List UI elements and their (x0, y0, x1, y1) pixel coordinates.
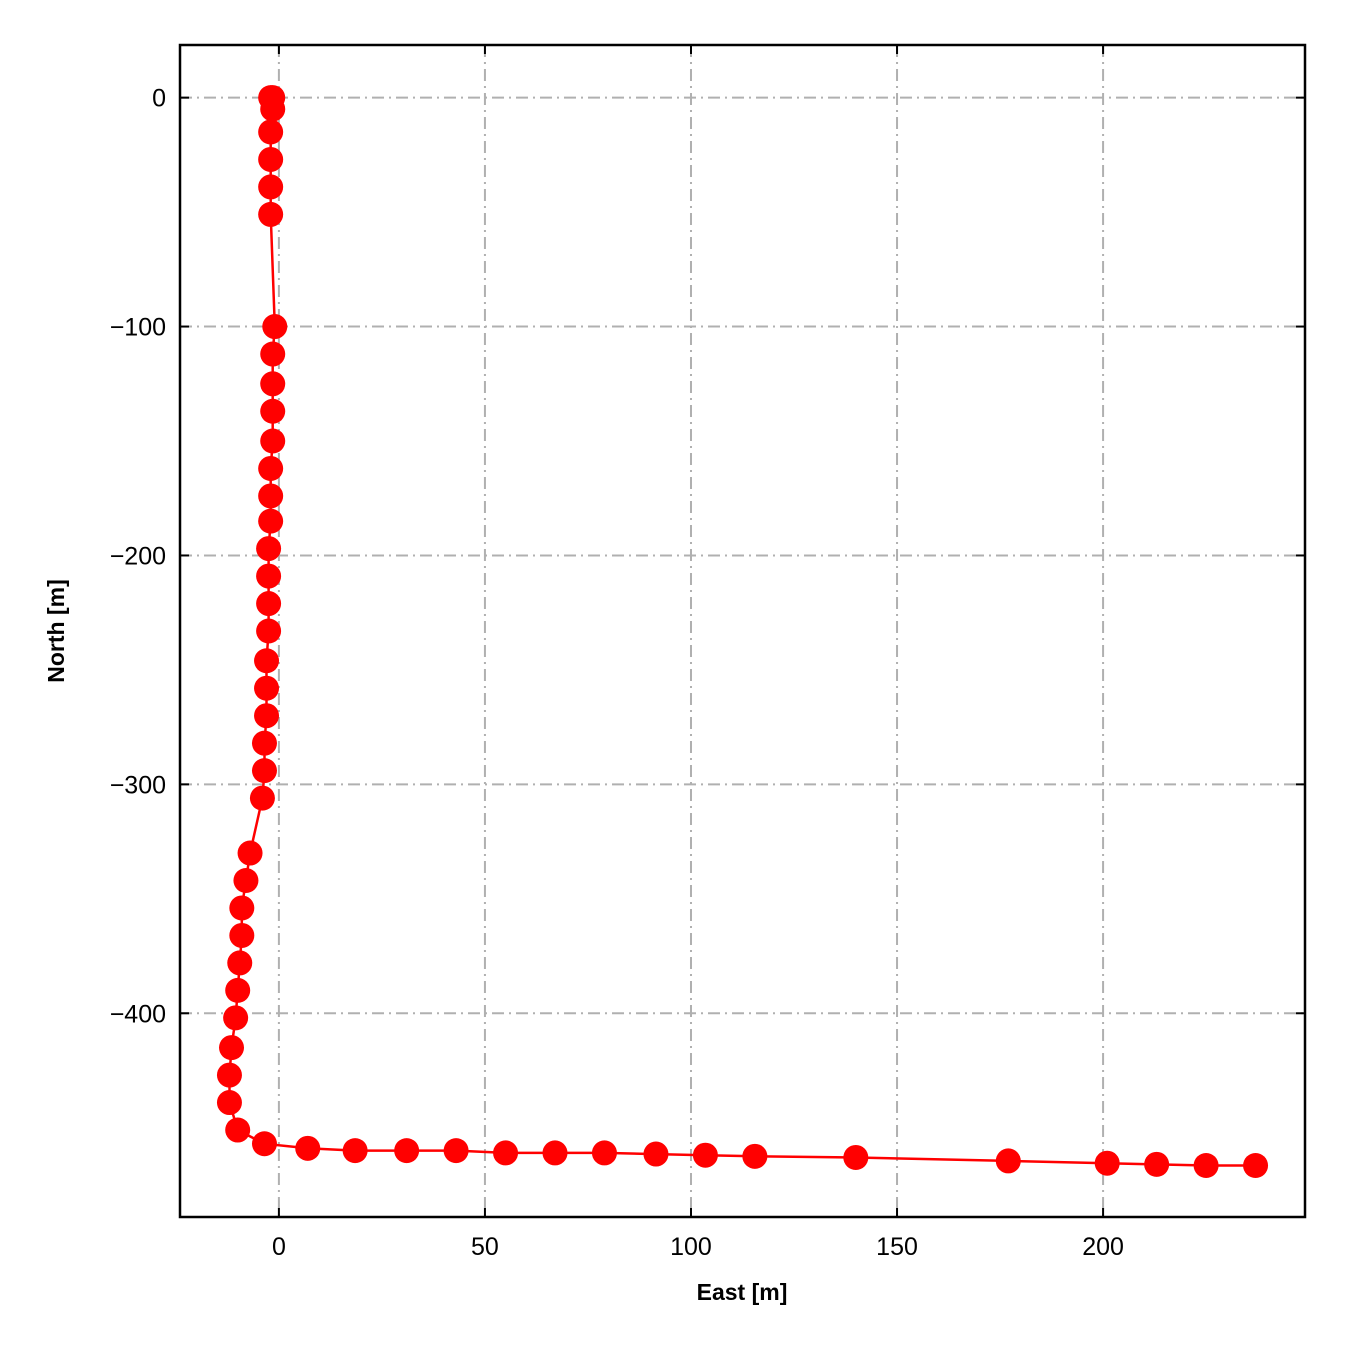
data-point (342, 1138, 368, 1164)
ticks: 0 50 100 150 200 0 −100 −200 −300 −400 (110, 45, 1305, 1261)
x-tick-label: 150 (876, 1233, 918, 1261)
data-point (742, 1143, 768, 1169)
data-point (256, 591, 282, 617)
data-point (1243, 1152, 1269, 1178)
data-point (256, 563, 282, 589)
data-point (216, 1090, 242, 1116)
series-line (228, 96, 1256, 1167)
y-tick-label: −300 (110, 771, 166, 799)
data-point (843, 1144, 869, 1170)
data-point (542, 1140, 568, 1166)
data-point (216, 1062, 242, 1088)
data-point (237, 840, 263, 866)
data-point (692, 1142, 718, 1168)
x-tick-label: 0 (272, 1233, 286, 1261)
y-tick-label: −400 (110, 1000, 166, 1028)
data-point (229, 895, 255, 921)
data-point (258, 455, 284, 481)
data-point (233, 868, 259, 894)
data-point (443, 1138, 469, 1164)
data-point (254, 675, 280, 701)
data-point (256, 536, 282, 562)
data-point (260, 371, 286, 397)
x-tick-label: 50 (471, 1233, 499, 1261)
data-point (251, 1131, 277, 1157)
series-layer (216, 85, 1269, 1178)
y-tick-label: −200 (110, 542, 166, 570)
data-point (260, 96, 286, 122)
data-point (227, 950, 253, 976)
data-point (254, 648, 280, 674)
data-point (225, 977, 251, 1003)
data-point (260, 341, 286, 367)
plot-frame (178, 43, 1307, 1219)
data-point (229, 922, 255, 948)
data-point (1193, 1152, 1219, 1178)
y-axis-label: North [m] (43, 579, 69, 682)
data-point (225, 1117, 251, 1143)
data-point (219, 1035, 245, 1061)
data-point (258, 508, 284, 534)
data-point (493, 1140, 519, 1166)
data-point (1144, 1151, 1170, 1177)
data-point (591, 1140, 617, 1166)
data-point (260, 398, 286, 424)
data-point (249, 785, 275, 811)
data-point (256, 618, 282, 644)
data-point (995, 1148, 1021, 1174)
data-point (262, 314, 288, 340)
data-point (643, 1141, 669, 1167)
data-point (295, 1135, 321, 1161)
data-point (258, 174, 284, 200)
y-tick-label: −100 (110, 314, 166, 342)
data-point (260, 428, 286, 454)
data-point (251, 758, 277, 784)
data-point (258, 483, 284, 509)
x-tick-label: 100 (670, 1233, 712, 1261)
data-point (254, 703, 280, 729)
data-point (1094, 1150, 1120, 1176)
data-point (258, 201, 284, 227)
data-point (258, 146, 284, 172)
x-tick-label: 200 (1082, 1233, 1124, 1261)
y-tick-label: 0 (152, 85, 166, 113)
data-point (394, 1138, 420, 1164)
grid (180, 45, 1305, 1217)
data-point (258, 119, 284, 145)
data-point (251, 730, 277, 756)
data-point (223, 1005, 249, 1031)
x-axis-label: East [m] (697, 1279, 788, 1305)
